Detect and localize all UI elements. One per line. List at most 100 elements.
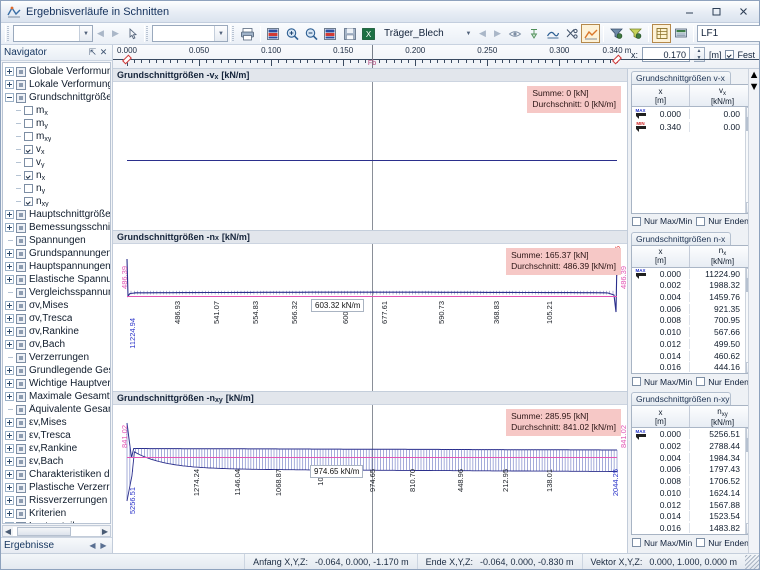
expand-icon[interactable] [5, 366, 14, 375]
table-body[interactable]: MAX 0.000 11224.90 0.002 1988.32 0.004 1459.76… [632, 267, 756, 374]
checkbox-icon[interactable] [24, 158, 33, 167]
table-row[interactable]: 0.002 2788.44 [632, 440, 745, 452]
expand-icon[interactable] [5, 210, 14, 219]
graphic-printout-icon[interactable] [264, 24, 283, 43]
navigator-item[interactable]: ny [3, 182, 110, 195]
checkbox-box[interactable] [632, 538, 641, 548]
table-row[interactable]: MAX 0.000 0.00 [632, 107, 745, 120]
chart-plot[interactable]: Summe: 0 [kN] Durchschnitt: 0 [kN/m] [113, 82, 627, 230]
navigator-item[interactable]: σv,Tresca [3, 312, 110, 325]
ruler-cursor[interactable] [372, 45, 373, 68]
expand-icon[interactable] [5, 275, 14, 284]
zoom-out-icon[interactable] [302, 24, 321, 43]
chevron-down-icon-3[interactable]: ▼ [465, 30, 472, 37]
pick-point-icon[interactable] [123, 24, 142, 43]
navigator-item[interactable]: Hauptschnittgrößen [3, 208, 110, 221]
loadcase-combo[interactable]: LF1 ▼ [697, 25, 760, 42]
scroll-thumb[interactable] [745, 277, 748, 292]
navigator-item[interactable]: Äquivalente Gesamtv. [3, 403, 110, 416]
expand-icon[interactable] [5, 522, 14, 523]
navigator-item[interactable]: Vergleichsspannungen [3, 286, 110, 299]
scroll-thumb[interactable] [17, 526, 71, 536]
table-row[interactable]: 0.006 921.35 [632, 303, 745, 315]
navigator-item[interactable]: Elastische Spannungsver. [3, 273, 110, 286]
chart-cursor-line[interactable] [372, 243, 373, 392]
expand-icon[interactable] [5, 392, 14, 401]
expand-icon[interactable] [5, 301, 14, 310]
checkbox-box[interactable] [696, 216, 706, 226]
navigator-item[interactable]: nx [3, 169, 110, 182]
x-input[interactable]: 0.170 [641, 47, 690, 62]
section-prev-button[interactable]: ◀ [479, 28, 486, 38]
eye-icon[interactable] [505, 24, 524, 43]
smooth-icon[interactable] [543, 24, 562, 43]
only-maxmin-checkbox[interactable]: Nur Max/Min [632, 377, 692, 387]
result-table-grid[interactable]: x [m] nxy [kN/m] MAX 0.000 5256.51 0.002 2788.44… [631, 405, 757, 536]
expand-icon[interactable] [5, 431, 14, 440]
tables-scrollbar[interactable]: ▲ ▼ [748, 69, 759, 553]
expand-icon[interactable] [5, 483, 14, 492]
navigator-item[interactable]: Hauptspannungen [3, 260, 110, 273]
table-row[interactable]: 0.008 1706.52 [632, 475, 745, 487]
collapse-icon[interactable] [5, 93, 14, 102]
expand-icon[interactable] [5, 379, 14, 388]
table-row[interactable]: MAX 0.000 5256.51 [632, 428, 745, 440]
checkbox-box[interactable] [696, 538, 706, 548]
navigator-item[interactable]: Verzerrungen [3, 351, 110, 364]
table-row[interactable]: 0.004 1459.76 [632, 291, 745, 303]
navigator-item[interactable]: Grundschnittgrößen [3, 91, 110, 104]
toolbar-grip[interactable] [5, 25, 11, 42]
expand-icon[interactable] [5, 80, 14, 89]
chart-plot[interactable]: Summe: 165.37 [kN] Durchschnitt: 486.39 [… [113, 243, 627, 392]
checkbox-box[interactable] [632, 377, 641, 387]
expand-icon[interactable] [5, 340, 14, 349]
combo-box-2[interactable]: ▼ [152, 25, 228, 42]
checkbox-icon[interactable] [24, 119, 33, 128]
table-row[interactable]: 0.004 1984.34 [632, 452, 745, 464]
chevron-down-icon-2[interactable]: ▼ [214, 26, 227, 41]
navigator-item[interactable]: σv,Bach [3, 338, 110, 351]
column-header-x[interactable]: x [m] [632, 85, 690, 106]
checkbox-icon[interactable] [24, 145, 33, 154]
table-row[interactable]: 0.014 460.62 [632, 350, 745, 362]
expand-icon[interactable] [5, 327, 14, 336]
navigator-item[interactable]: Lokale Verformungen [3, 78, 110, 91]
scroll-track[interactable] [13, 526, 100, 536]
filter-icon[interactable] [607, 24, 626, 43]
fixed-checkbox[interactable]: Fest [725, 50, 755, 60]
table-row[interactable]: 0.010 567.66 [632, 326, 745, 338]
table-row[interactable]: 0.006 1797.43 [632, 464, 745, 476]
navigator-item[interactable]: Globale Verformungen [3, 65, 110, 78]
table-row[interactable]: 0.010 1624.14 [632, 487, 745, 499]
pin-icon[interactable] [524, 24, 543, 43]
expand-icon[interactable] [5, 496, 14, 505]
next-button[interactable]: ▶ [112, 28, 119, 38]
expand-icon[interactable] [5, 249, 14, 258]
excel-export-icon[interactable]: X [359, 24, 378, 43]
navigator-item[interactable]: εv,Rankine [3, 442, 110, 455]
navigator-item[interactable]: vx [3, 143, 110, 156]
column-header-value[interactable]: nxy [kN/m] [690, 406, 756, 428]
tab-next-icon[interactable]: ▶ [100, 541, 107, 550]
table-row[interactable]: 0.016 1483.82 [632, 522, 745, 534]
table-body[interactable]: MAX 0.000 5256.51 0.002 2788.44 0.004 1984.34 0… [632, 428, 756, 535]
navigator-tree[interactable]: Globale Verformungen Lokale Verformungen G… [2, 62, 111, 524]
result-table-tab[interactable]: Grundschnittgrößen n-x [631, 231, 731, 245]
toolbar-grip-3[interactable] [230, 25, 236, 42]
table-row[interactable]: 0.008 700.95 [632, 315, 745, 327]
only-maxmin-checkbox[interactable]: Nur Max/Min [632, 538, 692, 548]
print-icon[interactable] [238, 24, 257, 43]
toolbar-grip-2[interactable] [144, 25, 150, 42]
x-spinner[interactable]: ▲ ▼ [693, 47, 705, 62]
scroll-right-icon[interactable]: ▶ [101, 526, 109, 536]
column-header-value[interactable]: nx [kN/m] [690, 245, 756, 267]
expand-icon[interactable] [5, 457, 14, 466]
only-ends-checkbox[interactable]: Nur Enden [696, 538, 749, 548]
tab-prev-icon[interactable]: ◀ [89, 541, 96, 550]
navigator-item[interactable]: mxy [3, 130, 110, 143]
navigator-item[interactable]: nxy [3, 195, 110, 208]
expand-icon[interactable] [5, 223, 14, 232]
chart-plot[interactable]: Summe: 285.95 [kN] Durchschnitt: 841.02 [… [113, 405, 627, 554]
expand-icon[interactable] [5, 67, 14, 76]
